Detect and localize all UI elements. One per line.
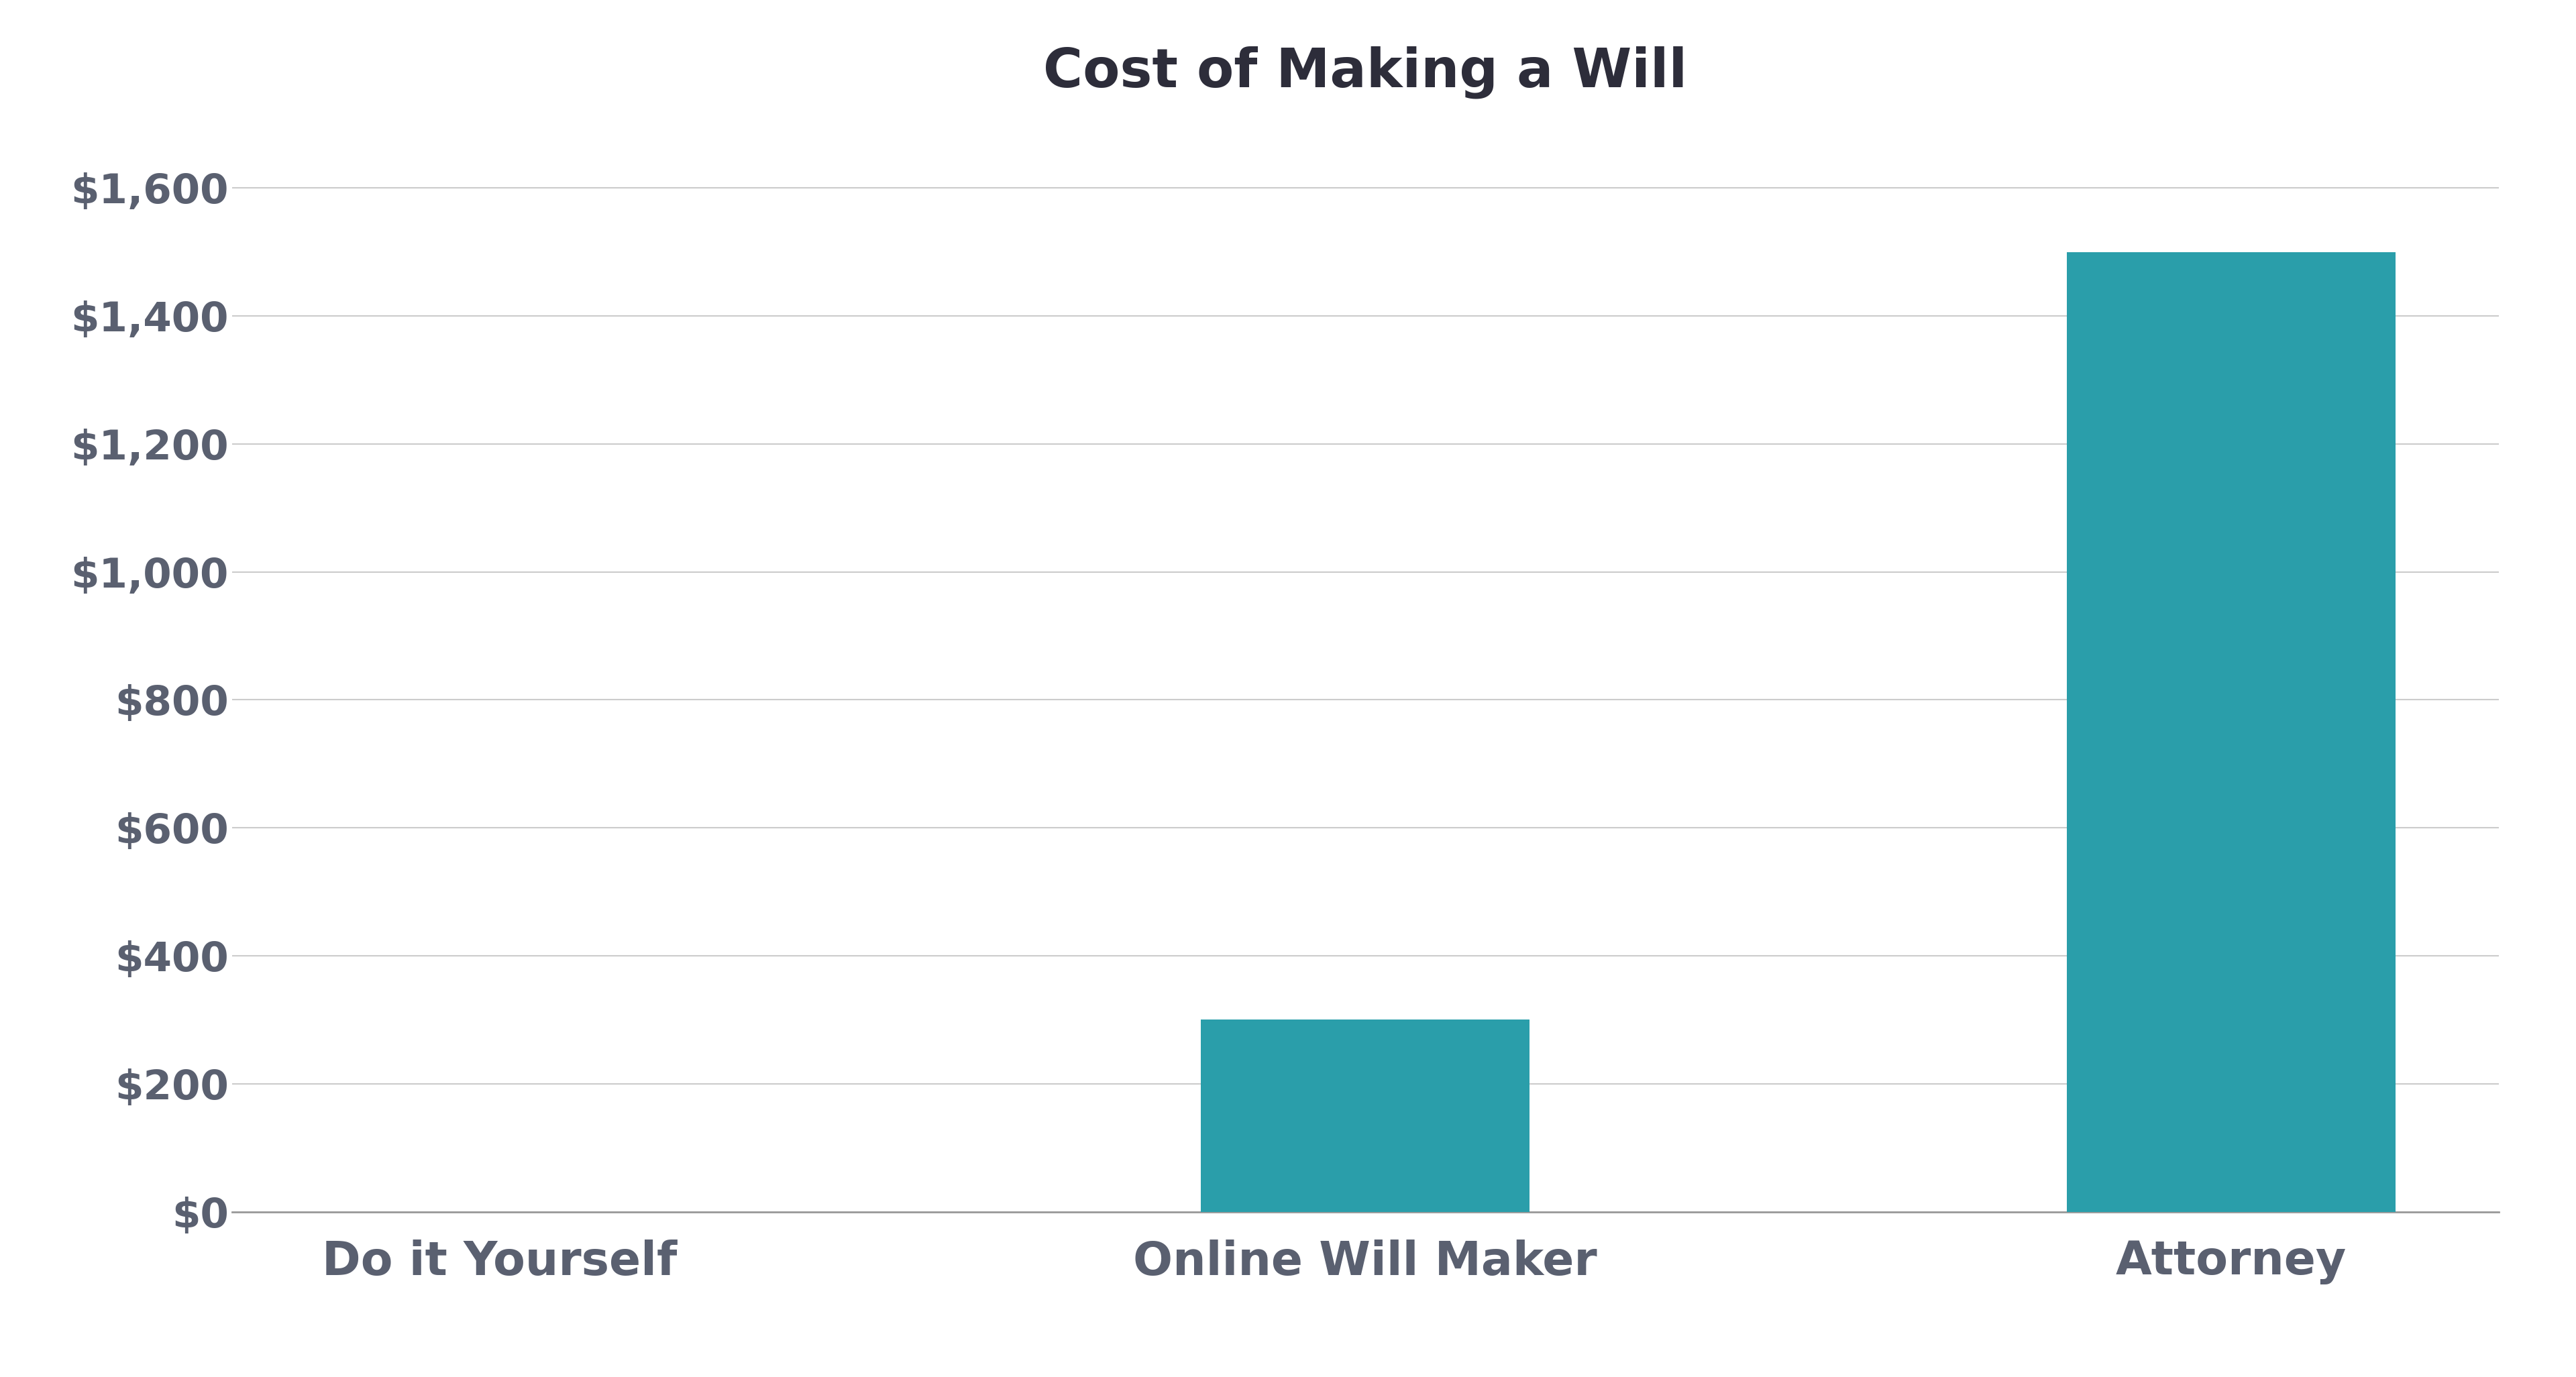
Title: Cost of Making a Will: Cost of Making a Will (1043, 45, 1687, 98)
Bar (1200, 1020, 1530, 1212)
Bar (2066, 252, 2396, 1212)
